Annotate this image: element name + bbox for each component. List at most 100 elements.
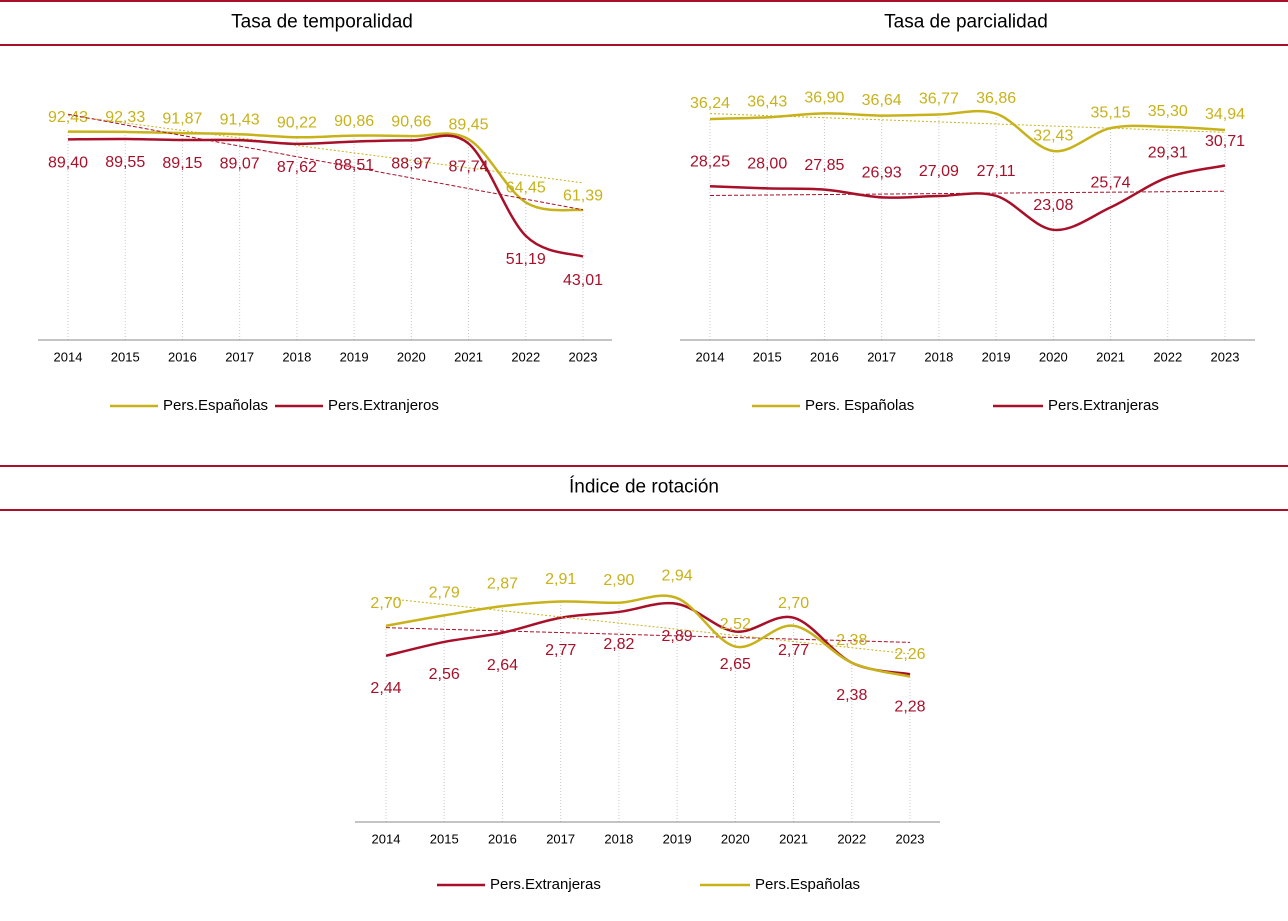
x-tick-label: 2020	[397, 349, 426, 364]
data-label: 34,94	[1205, 106, 1245, 123]
x-tick-label: 2018	[282, 349, 311, 364]
x-tick-label: 2017	[546, 831, 575, 846]
data-label: 2,64	[487, 657, 518, 674]
x-tick-label: 2022	[511, 349, 540, 364]
chart-title: Tasa de parcialidad	[884, 12, 1048, 33]
data-label: 2,56	[429, 666, 460, 683]
x-tick-label: 2019	[982, 349, 1011, 364]
legend-label: Pers.Españolas	[755, 876, 860, 893]
x-tick-label: 2023	[1211, 349, 1240, 364]
chart-title: Tasa de temporalidad	[231, 12, 413, 33]
data-label: 36,24	[690, 95, 730, 112]
data-label: 30,71	[1205, 133, 1245, 150]
data-label: 51,19	[506, 251, 546, 268]
series-line	[709, 109, 1226, 153]
x-tick-label: 2021	[454, 349, 483, 364]
x-tick-label: 2014	[696, 349, 725, 364]
data-label: 90,86	[334, 113, 374, 130]
data-label: 88,97	[391, 156, 431, 173]
x-tick-label: 2019	[663, 831, 692, 846]
data-label: 2,38	[836, 687, 867, 704]
data-label: 28,25	[690, 153, 730, 170]
x-tick-label: 2015	[111, 349, 140, 364]
data-label: 36,86	[976, 90, 1016, 107]
x-tick-label: 2014	[54, 349, 83, 364]
data-label: 35,30	[1148, 103, 1188, 120]
x-tick-label: 2023	[569, 349, 598, 364]
data-label: 2,65	[720, 656, 751, 673]
data-label: 2,82	[603, 636, 634, 653]
data-label: 2,90	[603, 572, 634, 589]
data-label: 89,15	[162, 155, 202, 172]
legend-label: Pers.Españolas	[163, 397, 268, 414]
data-label: 2,52	[720, 616, 751, 633]
x-tick-label: 2019	[340, 349, 369, 364]
series-line	[709, 164, 1226, 232]
data-label: 36,43	[747, 94, 787, 111]
data-label: 2,94	[662, 567, 693, 584]
x-tick-label: 2021	[1096, 349, 1125, 364]
data-label: 92,33	[105, 109, 145, 126]
series-line	[67, 134, 584, 258]
series-line	[385, 594, 911, 678]
data-label: 64,45	[506, 180, 546, 197]
series-line	[67, 130, 584, 212]
data-label: 23,08	[1033, 197, 1073, 214]
trend-line	[67, 115, 584, 184]
data-label: 2,70	[778, 595, 809, 612]
data-label: 26,93	[862, 165, 902, 182]
x-tick-label: 2021	[779, 831, 808, 846]
legend-label: Pers.Extranjeras	[1048, 397, 1159, 414]
data-label: 92,43	[48, 109, 88, 126]
data-label: 91,43	[220, 111, 260, 128]
trend-line	[709, 113, 1226, 133]
x-tick-label: 2017	[867, 349, 896, 364]
data-label: 89,07	[220, 155, 260, 172]
data-label: 29,31	[1148, 145, 1188, 162]
data-label: 36,64	[862, 92, 902, 109]
data-label: 88,51	[334, 157, 374, 174]
data-label: 27,11	[977, 163, 1016, 180]
data-label: 90,22	[277, 114, 317, 131]
data-label: 2,79	[429, 585, 460, 602]
data-label: 2,26	[894, 646, 925, 663]
x-tick-label: 2016	[168, 349, 197, 364]
x-tick-label: 2015	[430, 831, 459, 846]
data-label: 36,77	[919, 91, 959, 108]
data-label: 27,09	[919, 163, 959, 180]
data-label: 87,62	[277, 159, 317, 176]
x-tick-label: 2016	[810, 349, 839, 364]
data-label: 2,87	[487, 575, 518, 592]
data-label: 2,38	[836, 632, 867, 649]
x-tick-label: 2020	[1039, 349, 1068, 364]
data-label: 2,70	[370, 595, 401, 612]
data-label: 89,55	[105, 154, 145, 171]
x-tick-label: 2018	[604, 831, 633, 846]
data-label: 2,89	[662, 628, 693, 645]
data-label: 2,77	[778, 642, 809, 659]
x-tick-label: 2018	[924, 349, 953, 364]
legend-label: Pers.Extranjeros	[328, 397, 439, 414]
data-label: 32,43	[1033, 127, 1073, 144]
legend-label: Pers.Extranjeras	[490, 876, 601, 893]
data-label: 28,00	[747, 156, 787, 173]
x-tick-label: 2017	[225, 349, 254, 364]
x-tick-label: 2020	[721, 831, 750, 846]
data-label: 87,74	[449, 159, 489, 176]
trend-line	[67, 113, 584, 211]
x-tick-label: 2015	[753, 349, 782, 364]
chart-title: Índice de rotación	[569, 477, 719, 498]
x-tick-label: 2023	[896, 831, 925, 846]
x-tick-label: 2022	[1153, 349, 1182, 364]
data-label: 36,90	[804, 90, 844, 107]
data-label: 43,01	[563, 272, 603, 289]
data-label: 25,74	[1091, 175, 1131, 192]
legend-label: Pers. Españolas	[805, 397, 914, 414]
data-label: 2,77	[545, 642, 576, 659]
data-label: 2,28	[894, 698, 925, 715]
data-label: 89,40	[48, 155, 88, 172]
series-line	[385, 601, 911, 676]
data-label: 91,87	[162, 110, 202, 127]
